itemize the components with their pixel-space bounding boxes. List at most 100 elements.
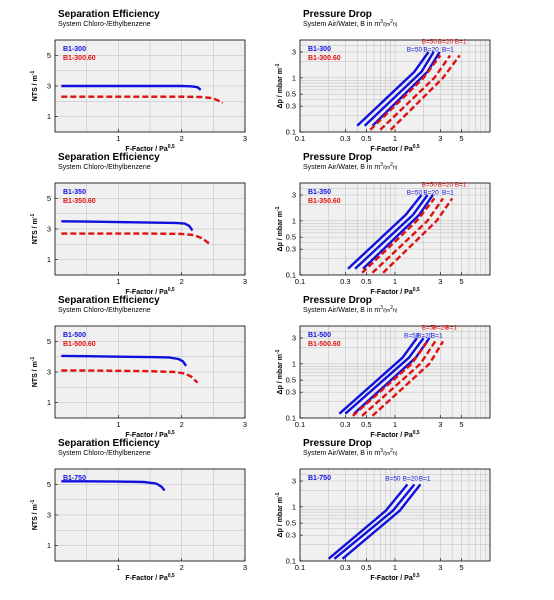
y-axis-label: Δp / mbar m-1	[275, 206, 284, 251]
y-tick-label: 5	[47, 194, 51, 203]
x-tick-label: 1	[116, 277, 120, 286]
curve-annotation: B=50	[404, 333, 420, 340]
y-axis-label-text: NTS / m	[32, 361, 39, 387]
y-axis-label-sup: -1	[30, 357, 36, 362]
legend-entry: B1-750	[63, 475, 86, 482]
y-tick-label: 5	[47, 480, 51, 489]
chart-subtitle-text: System Air/Water, B in m	[303, 450, 380, 457]
chart-subtitle-sup: 3	[380, 19, 383, 25]
y-axis-label: NTS / m-1	[30, 71, 39, 102]
chart-subtitle: System Air/Water, B in m3/(m2h)	[303, 448, 398, 457]
chart-subtitle-end: h)	[393, 165, 398, 171]
curve-annotation: B=1	[455, 182, 467, 189]
y-axis-label: NTS / m-1	[30, 214, 39, 245]
y-tick-label: 0.5	[286, 376, 296, 385]
series-line-blue	[341, 483, 422, 560]
y-tick-label: 1	[292, 502, 296, 511]
y-tick-label: 1	[292, 73, 296, 82]
curve-annotation: B=50	[385, 476, 401, 483]
series-line-red	[369, 54, 442, 131]
y-tick-label: 3	[292, 191, 296, 200]
chart-subtitle-sup2: 2	[390, 305, 393, 311]
x-tick-label: 3	[438, 277, 442, 286]
chart-subtitle: System Chloro-/Ethylbenzene	[58, 21, 151, 28]
y-tick-label: 1	[47, 255, 51, 264]
y-tick-label: 0.3	[286, 388, 296, 397]
curve-annotation: B=1	[442, 190, 454, 197]
chart-subtitle-text: System Chloro-/Ethylbenzene	[58, 307, 151, 314]
chart-title: Separation Efficiency	[58, 438, 160, 449]
x-tick-label: 1	[116, 134, 120, 143]
x-axis-label-sup: 0,5	[168, 144, 175, 150]
curve-annotation: B=20	[433, 325, 449, 332]
x-axis-label-sup: 0,5	[168, 287, 175, 293]
x-tick-label: 2	[180, 563, 184, 572]
x-tick-label: 1	[393, 420, 397, 429]
chart-title: Separation Efficiency	[58, 9, 160, 20]
curve-annotation: B=20	[403, 476, 419, 483]
chart-subtitle-sup: 3	[380, 162, 383, 168]
x-tick-label: 2	[180, 420, 184, 429]
x-tick-label: 0.5	[361, 277, 371, 286]
y-tick-label: 3	[292, 477, 296, 486]
curve-annotation: B=1	[455, 39, 467, 46]
chart-subtitle-sup2: 2	[390, 162, 393, 168]
x-tick-label: 3	[243, 277, 247, 286]
legend-entry: B1-500	[63, 332, 86, 339]
x-tick-label: 0.1	[295, 277, 305, 286]
chart-subtitle-sup2: 2	[390, 19, 393, 25]
x-tick-label: 1	[116, 420, 120, 429]
chart-title: Separation Efficiency	[58, 152, 160, 163]
y-axis-label: NTS / m-1	[30, 500, 39, 531]
chart-subtitle-end: h)	[393, 451, 398, 457]
x-axis-label-text: F-Factor / Pa	[370, 575, 413, 582]
y-tick-label: 3	[47, 368, 51, 377]
y-axis-label-text: Δp / mbar m	[277, 354, 284, 394]
x-axis-label-text: F-Factor / Pa	[370, 146, 413, 153]
y-tick-label: 3	[292, 334, 296, 343]
x-axis-label-text: F-Factor / Pa	[370, 432, 413, 439]
curve-annotation: B=20	[417, 333, 433, 340]
curve-annotation: B=1	[419, 476, 431, 483]
y-axis-label-text: Δp / mbar m	[277, 497, 284, 537]
y-tick-label: 1	[292, 359, 296, 368]
chart-subtitle-end: h)	[393, 22, 398, 28]
x-tick-label: 0.3	[340, 563, 350, 572]
chart-title: Pressure Drop	[303, 295, 372, 306]
y-tick-label: 0.1	[286, 557, 296, 566]
legend-entry: B1-300.60	[63, 55, 96, 62]
y-axis-label-sup: -1	[30, 214, 36, 219]
x-tick-label: 1	[393, 277, 397, 286]
series-line-red	[379, 54, 452, 131]
y-axis-label-text: NTS / m	[32, 504, 39, 530]
x-tick-label: 0.3	[340, 134, 350, 143]
y-axis-label-text: Δp / mbar m	[277, 211, 284, 251]
series-line-blue	[347, 194, 423, 270]
y-axis-label: NTS / m-1	[30, 357, 39, 388]
series-line-blue	[354, 194, 429, 270]
x-axis-label: F-Factor / Pa0,5	[370, 144, 420, 153]
series-line-red	[361, 197, 436, 274]
chart-subtitle-tail: /(m	[383, 308, 390, 314]
x-tick-label: 5	[459, 134, 463, 143]
series-line-blue	[338, 337, 418, 415]
legend-entry: B1-300	[63, 46, 86, 53]
legend-entry: B1-300	[308, 46, 331, 53]
curve-annotation: B=20	[438, 39, 454, 46]
x-axis-label-text: F-Factor / Pa	[125, 575, 168, 582]
series-line-blue	[61, 480, 166, 492]
chart-subtitle-text: System Chloro-/Ethylbenzene	[58, 450, 151, 457]
legend-entry: B1-500.60	[63, 341, 96, 348]
curve-annotation: B=50	[422, 182, 438, 189]
chart-subtitle: System Chloro-/Ethylbenzene	[58, 307, 151, 314]
x-tick-label: 1	[393, 134, 397, 143]
x-tick-label: 2	[180, 134, 184, 143]
chart-title: Separation Efficiency	[58, 295, 160, 306]
legend-entry: B1-350.60	[308, 198, 341, 205]
chart-subtitle-sup2: 2	[390, 448, 393, 454]
